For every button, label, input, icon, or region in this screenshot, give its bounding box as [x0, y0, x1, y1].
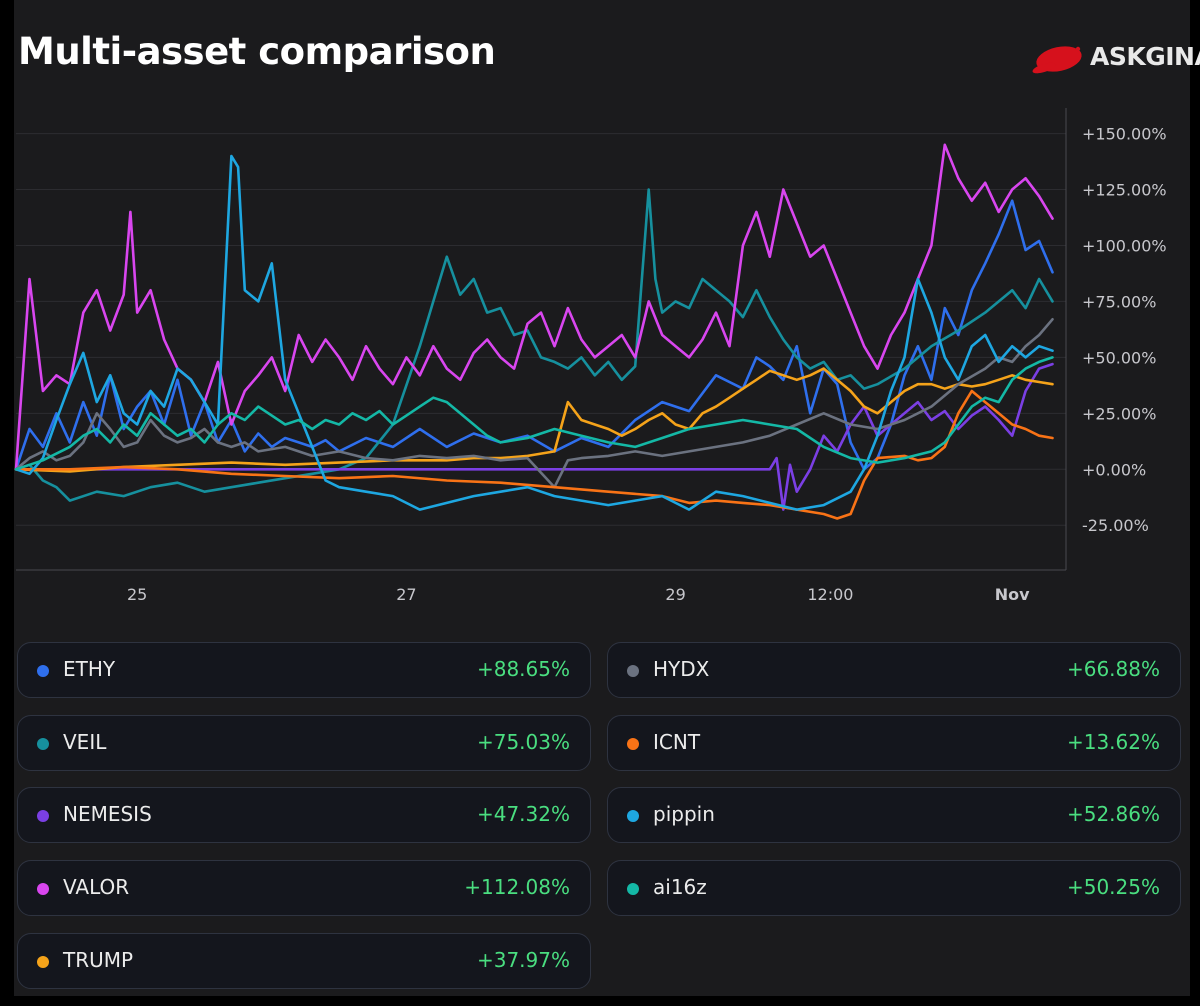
series-line-veil [14, 188, 1054, 502]
legend-color-dot [627, 883, 639, 896]
legend-color-dot [37, 737, 49, 750]
legend-color-dot [37, 883, 49, 896]
y-tick-label: +25.00% [1082, 404, 1156, 423]
legend-item-hydx[interactable]: HYDX +66.88% [607, 642, 1181, 698]
legend-series-name: HYDX [653, 657, 710, 681]
series-line-hydx [14, 318, 1054, 489]
y-tick-label: -25.00% [1082, 516, 1149, 535]
legend-item-veil[interactable]: VEIL +75.03% [17, 714, 591, 771]
legend-item-ethy[interactable]: ETHY +88.65% [17, 642, 591, 698]
legend-series-change: +88.65% [476, 657, 570, 681]
legend-series-name: ICNT [653, 729, 701, 754]
legend-item-valor[interactable]: VALOR +112.08% [17, 860, 591, 917]
y-tick-label: +100.00% [1082, 236, 1167, 255]
legend-series-name: ai16z [653, 875, 707, 900]
y-axis: +150.00% +125.00% +100.00% +75.00% +50.00% +2… [16, 108, 1167, 571]
legend-series-change: +112.08% [464, 875, 570, 900]
legend-series-name: VEIL [63, 729, 107, 754]
legend-item-nemesis[interactable]: NEMESIS +47.32% [17, 787, 591, 844]
x-tick-label: 29 [665, 585, 685, 604]
legend-color-dot [627, 665, 639, 677]
legend-series-name: TRUMP [63, 947, 134, 972]
x-axis: 25 27 29 12:00 Nov [127, 585, 1030, 604]
series-line-pippin [14, 154, 1054, 511]
legend-series-name: VALOR [63, 875, 130, 900]
legend-color-dot [37, 665, 49, 677]
legend-series-change: +37.97% [476, 947, 570, 972]
legend-series-change: +47.32% [476, 802, 570, 827]
series-line-nemesis [14, 362, 1054, 511]
y-tick-label: +150.00% [1082, 125, 1167, 144]
legend-series-name: ETHY [63, 657, 116, 681]
legend-series-name: NEMESIS [63, 802, 152, 827]
line-chart: +150.00% +125.00% +100.00% +75.00% +50.00% +2… [14, 108, 1167, 604]
legend-item-icnt[interactable]: ICNT +13.62% [607, 714, 1181, 771]
legend-color-dot [37, 810, 49, 823]
legend-series-name: pippin [653, 802, 715, 827]
x-tick-label: 12:00 [807, 585, 853, 604]
y-tick-label: +0.00% [1082, 460, 1146, 479]
legend-item-pippin[interactable]: pippin +52.86% [607, 787, 1181, 844]
legend-item-trump[interactable]: TRUMP +37.97% [17, 932, 591, 989]
x-tick-label: 27 [396, 585, 416, 604]
legend-item-ai16z[interactable]: ai16z +50.25% [607, 860, 1181, 917]
series-line-ethy [14, 199, 1054, 471]
y-tick-label: +50.00% [1082, 348, 1156, 367]
brand-name: ASKGINA [1090, 42, 1200, 71]
x-tick-label: 25 [127, 585, 147, 604]
chart-series [14, 143, 1054, 520]
legend-series-change: +13.62% [1066, 729, 1160, 754]
legend-color-dot [37, 955, 49, 968]
x-tick-label: Nov [995, 585, 1030, 604]
series-line-trump [14, 367, 1054, 473]
legend-series-change: +75.03% [476, 729, 570, 754]
y-tick-label: +75.00% [1082, 292, 1156, 311]
red-beret-icon [1032, 46, 1082, 74]
y-tick-label: +125.00% [1082, 181, 1167, 200]
legend-color-dot [627, 810, 639, 823]
legend-color-dot [627, 737, 639, 750]
series-line-ai16z [14, 356, 1054, 471]
legend-series-change: +52.86% [1066, 802, 1160, 827]
legend-series-change: +66.88% [1066, 657, 1160, 681]
page-title: Multi-asset comparison [18, 30, 496, 73]
legend-series-change: +50.25% [1066, 875, 1160, 900]
